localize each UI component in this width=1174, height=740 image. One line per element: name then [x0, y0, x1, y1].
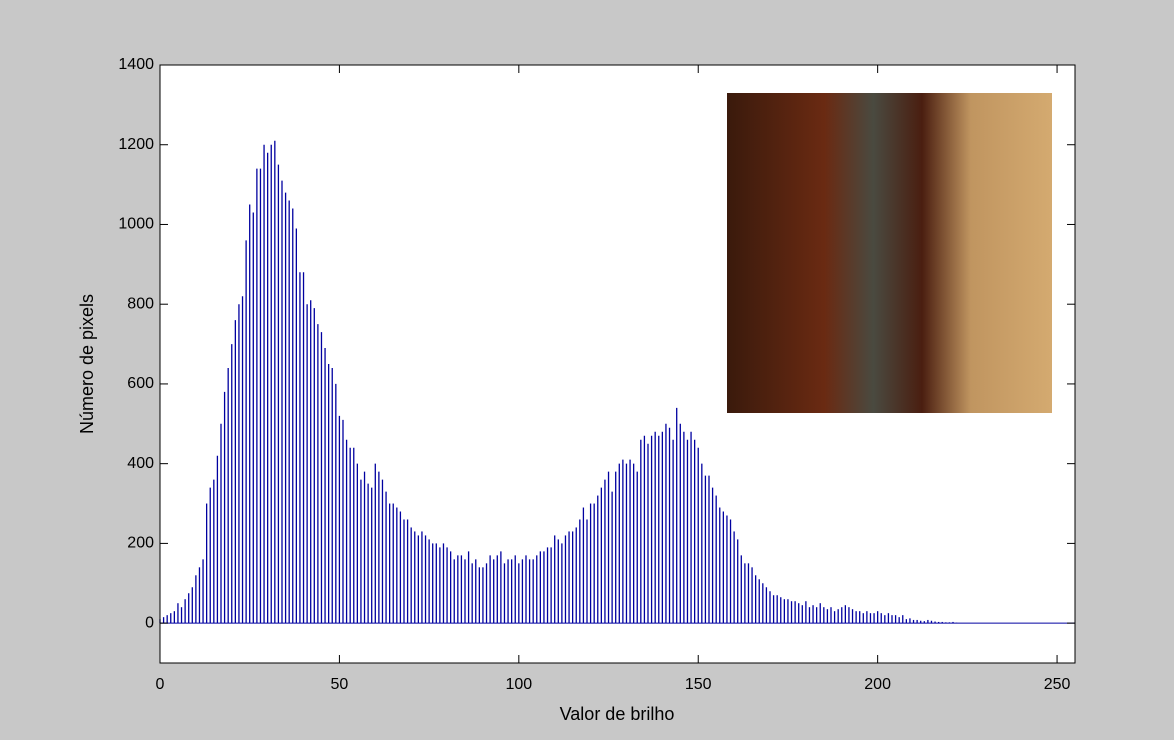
x-tick-label: 50	[331, 676, 349, 693]
x-tick-label: 200	[864, 676, 891, 693]
y-tick-label: 1200	[118, 136, 154, 153]
y-tick-label: 200	[127, 535, 154, 552]
y-tick-label: 400	[127, 455, 154, 472]
y-tick-label: 800	[127, 295, 154, 312]
y-tick-label: 600	[127, 375, 154, 392]
y-tick-label: 1400	[118, 56, 154, 73]
x-tick-label: 150	[685, 676, 712, 693]
y-axis-label: Número de pixels	[77, 294, 97, 434]
inset-image	[727, 93, 1052, 413]
x-tick-label: 250	[1044, 676, 1071, 693]
axes-box	[159, 64, 1076, 664]
y-tick-label: 0	[145, 614, 154, 631]
x-axis-label: Valor de brilho	[560, 704, 675, 724]
x-tick-label: 100	[505, 676, 532, 693]
y-tick-label: 1000	[118, 216, 154, 233]
x-tick-label: 0	[156, 676, 165, 693]
